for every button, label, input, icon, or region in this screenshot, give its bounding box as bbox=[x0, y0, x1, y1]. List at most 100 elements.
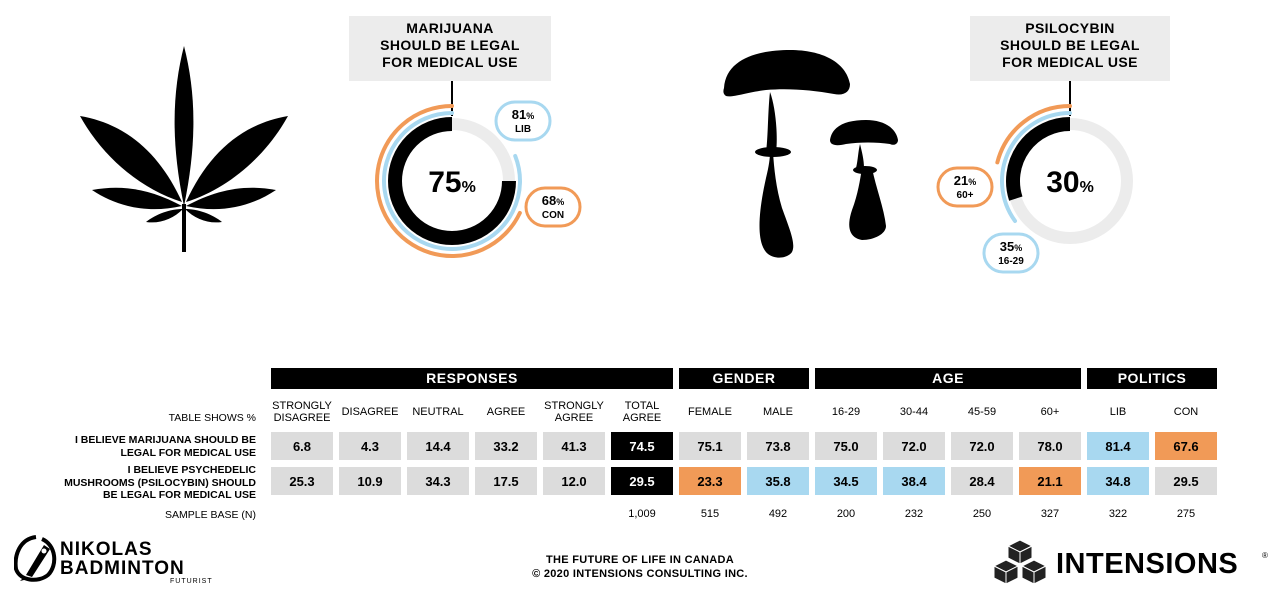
title-line: MARIJUANA bbox=[406, 20, 494, 36]
column-header-line: TOTAL bbox=[624, 400, 660, 412]
table-cell: 10.9 bbox=[339, 467, 401, 495]
svg-text:68%: 68% bbox=[542, 193, 564, 208]
svg-text:16-29: 16-29 bbox=[998, 256, 1024, 267]
column-header: NEUTRAL bbox=[406, 396, 470, 428]
sample-base-value: 200 bbox=[836, 508, 856, 520]
sample-base-value: 232 bbox=[904, 508, 924, 520]
nikolas-badminton-logo: NIKOLAS BADMINTON bbox=[60, 540, 185, 578]
column-header: 45-59 bbox=[950, 396, 1014, 428]
group-header-age: AGE bbox=[815, 368, 1081, 389]
table-cell: 14.4 bbox=[407, 432, 469, 460]
futurist-label: FUTURIST bbox=[170, 578, 213, 585]
table-cell: 29.5 bbox=[1155, 467, 1217, 495]
table-cell: 78.0 bbox=[1019, 432, 1081, 460]
table-cell: 75.0 bbox=[815, 432, 877, 460]
ring-arc-blue bbox=[1000, 111, 1072, 223]
table-cell: 34.8 bbox=[1087, 467, 1149, 495]
table-cell: 38.4 bbox=[883, 467, 945, 495]
table-cell: 81.4 bbox=[1087, 432, 1149, 460]
column-header-line: DISAGREE bbox=[273, 412, 331, 424]
svg-text:60+: 60+ bbox=[957, 190, 974, 201]
table-cell: 72.0 bbox=[883, 432, 945, 460]
table-cell: 72.0 bbox=[951, 432, 1013, 460]
row-label-line: BE LEGAL FOR MEDICAL USE bbox=[102, 489, 256, 501]
badge-lib: 81% LIB bbox=[494, 100, 552, 142]
column-header-line: STRONGLY bbox=[544, 400, 604, 412]
title-line: SHOULD BE LEGAL bbox=[380, 37, 520, 53]
column-header-line: STRONGLY bbox=[272, 400, 332, 412]
title-line: FOR MEDICAL USE bbox=[1002, 54, 1138, 70]
column-header-line: AGREE bbox=[622, 412, 662, 424]
column-header: LIB bbox=[1086, 396, 1150, 428]
ring-center-value: 75% bbox=[428, 166, 476, 199]
ring-arc-black bbox=[388, 117, 516, 245]
logo-line: BADMINTON bbox=[60, 558, 185, 579]
svg-text:35%: 35% bbox=[1000, 239, 1022, 254]
column-header-line: 60+ bbox=[1040, 406, 1060, 418]
table-cell: 4.3 bbox=[339, 432, 401, 460]
column-header: STRONGLY AGREE bbox=[542, 396, 606, 428]
column-header: 16-29 bbox=[814, 396, 878, 428]
column-header-line: DISAGREE bbox=[341, 406, 399, 418]
badge-con: 68% CON bbox=[524, 186, 582, 228]
svg-text:21%: 21% bbox=[954, 173, 976, 188]
table-cell: 67.6 bbox=[1155, 432, 1217, 460]
title-line: PSILOCYBIN bbox=[1025, 20, 1115, 36]
marijuana-ring-chart: 75% bbox=[375, 81, 522, 258]
table-shows-label: TABLE SHOWS % bbox=[168, 412, 256, 424]
svg-text:81%: 81% bbox=[512, 107, 534, 122]
ring-center-value: 30% bbox=[1046, 166, 1094, 199]
column-header: MALE bbox=[746, 396, 810, 428]
title-line: SHOULD BE LEGAL bbox=[1000, 37, 1140, 53]
sample-base-value: 492 bbox=[768, 508, 788, 520]
table-cell: 21.1 bbox=[1019, 467, 1081, 495]
svg-text:LIB: LIB bbox=[515, 124, 531, 135]
footer-line-1: THE FUTURE OF LIFE IN CANADA bbox=[545, 554, 735, 566]
table-cell: 17.5 bbox=[475, 467, 537, 495]
marijuana-title: MARIJUANA SHOULD BE LEGAL FOR MEDICAL US… bbox=[349, 16, 551, 81]
sample-base-value: 275 bbox=[1176, 508, 1196, 520]
sample-base-value: 322 bbox=[1108, 508, 1128, 520]
table-cell: 35.8 bbox=[747, 467, 809, 495]
column-header-line: MALE bbox=[763, 406, 793, 418]
column-header-line: AGREE bbox=[486, 406, 526, 418]
mushroom-icon bbox=[723, 50, 898, 258]
cubes-logo-icon bbox=[992, 539, 1048, 585]
group-header-politics: POLITICS bbox=[1087, 368, 1217, 389]
row-label-line: I BELIEVE PSYCHEDELIC bbox=[127, 464, 256, 476]
sample-base-value: 1,009 bbox=[628, 508, 656, 520]
column-header-line: LIB bbox=[1109, 406, 1127, 418]
title-line: FOR MEDICAL USE bbox=[382, 54, 518, 70]
table-cell: 33.2 bbox=[475, 432, 537, 460]
badge-16-29: 35% 16-29 bbox=[982, 232, 1040, 274]
table-cell: 74.5 bbox=[611, 432, 673, 460]
ring-arc-black bbox=[1006, 117, 1071, 201]
column-header: DISAGREE bbox=[338, 396, 402, 428]
ring-arc-orange bbox=[995, 104, 1072, 165]
intensions-logo: INTENSIONS bbox=[1056, 548, 1239, 580]
sample-base-value: 250 bbox=[972, 508, 992, 520]
column-header-line: NEUTRAL bbox=[412, 406, 464, 418]
table-cell: 29.5 bbox=[611, 467, 673, 495]
row-label-line: I BELIEVE MARIJUANA SHOULD BE bbox=[74, 434, 256, 446]
table-cell: 34.5 bbox=[815, 467, 877, 495]
column-header: 30-44 bbox=[882, 396, 946, 428]
group-header-responses: RESPONSES bbox=[271, 368, 673, 389]
rocket-logo-icon bbox=[14, 535, 57, 582]
column-header: AGREE bbox=[474, 396, 538, 428]
sample-base-value: 327 bbox=[1040, 508, 1060, 520]
table-cell: 12.0 bbox=[543, 467, 605, 495]
sample-base-value: 515 bbox=[700, 508, 720, 520]
svg-text:CON: CON bbox=[542, 210, 564, 221]
column-header-line: CON bbox=[1173, 406, 1199, 418]
registered-mark: ® bbox=[1262, 551, 1268, 560]
footer-credits: THE FUTURE OF LIFE IN CANADA © 2020 INTE… bbox=[490, 553, 790, 581]
table-cell: 34.3 bbox=[407, 467, 469, 495]
column-header: STRONGLY DISAGREE bbox=[270, 396, 334, 428]
column-header: TOTAL AGREE bbox=[610, 396, 674, 428]
column-header-line: 16-29 bbox=[831, 406, 861, 418]
cannabis-leaf-icon bbox=[80, 46, 288, 252]
table-cell: 6.8 bbox=[271, 432, 333, 460]
column-header-line: AGREE bbox=[554, 412, 594, 424]
logo-line: NIKOLAS bbox=[60, 539, 153, 560]
